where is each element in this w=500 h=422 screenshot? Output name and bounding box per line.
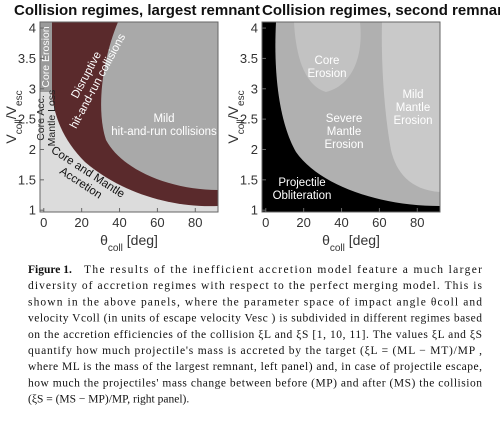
label-part: V bbox=[3, 134, 19, 144]
x-tick-label: 80 bbox=[188, 215, 202, 230]
x-tick-label: 40 bbox=[112, 215, 126, 230]
label-part: [deg] bbox=[123, 232, 158, 248]
x-axis-label: θcoll [deg] bbox=[100, 232, 158, 254]
region-label: Mild hit-and-run collisions bbox=[111, 113, 217, 138]
y-tick-label: 1.5 bbox=[18, 172, 36, 187]
label-line: Mantle bbox=[396, 102, 431, 114]
x-tick-label: 60 bbox=[372, 215, 386, 230]
label-part: coll bbox=[236, 119, 247, 134]
y-tick-label: 1 bbox=[251, 203, 258, 218]
caption-line: shown in the above panels, where the par… bbox=[28, 296, 482, 308]
y-tick-label: 1 bbox=[29, 203, 36, 218]
label-part: coll bbox=[108, 243, 123, 254]
region-core-erosion bbox=[294, 22, 361, 92]
label-part: V bbox=[225, 134, 241, 144]
x-axis-label: θcoll [deg] bbox=[322, 232, 380, 254]
chart-title: Collision regimes, second remnant bbox=[262, 2, 500, 19]
label-part: esc bbox=[236, 90, 247, 106]
right-regions bbox=[262, 22, 440, 212]
label-line: Mild bbox=[153, 113, 174, 125]
x-tick-label: 80 bbox=[410, 215, 424, 230]
region-label: Core Acc.Mantle Loss bbox=[35, 90, 58, 147]
label-line: Erosion bbox=[325, 139, 364, 151]
region-labels: Core Erosion Core Acc.Mantle Loss Disrup… bbox=[35, 26, 433, 202]
label-line: Severe bbox=[326, 113, 362, 125]
label-line: Erosion bbox=[308, 68, 347, 80]
label-line: hit-and-run collisions bbox=[111, 126, 217, 138]
region-mild-mantle bbox=[381, 22, 440, 192]
caption-label: Figure 1. bbox=[28, 264, 72, 276]
caption-line: on the accretion efficiencies of the col… bbox=[28, 329, 482, 341]
x-tick-label: 20 bbox=[296, 215, 310, 230]
y-tick-label: 3.5 bbox=[240, 51, 258, 66]
y-tick-label: 3 bbox=[251, 81, 258, 96]
caption-line: The results of the inefficient accretion… bbox=[84, 264, 482, 276]
caption-line: quantify how much projectile's mass is a… bbox=[28, 345, 482, 357]
region-label: Severe Mantle Erosion bbox=[325, 113, 364, 151]
x-tick-label: 0 bbox=[40, 215, 47, 230]
x-tick-label: 0 bbox=[262, 215, 269, 230]
y-tick-label: 2.5 bbox=[240, 112, 258, 127]
label-part: [deg] bbox=[345, 232, 380, 248]
caption-line: how much the projectiles' mass change be… bbox=[28, 377, 482, 389]
label-part: /V bbox=[225, 105, 241, 119]
caption-line: where ML is the mass of the largest remn… bbox=[28, 361, 482, 373]
region-core-erosion bbox=[40, 22, 52, 92]
plot-frame bbox=[39, 21, 219, 213]
y-tick-label: 3.5 bbox=[18, 51, 36, 66]
label-line: Erosion bbox=[394, 115, 433, 127]
label-line: Obliteration bbox=[273, 190, 332, 202]
label-line: Core Acc. bbox=[35, 95, 47, 141]
label-part: coll bbox=[14, 119, 25, 134]
plot-frame bbox=[261, 21, 441, 213]
left-regions bbox=[40, 22, 218, 212]
y-tick-label: 2 bbox=[29, 142, 36, 157]
region-mild bbox=[101, 22, 218, 190]
caption-line: diversity of accretion regimes with resp… bbox=[28, 280, 483, 292]
label-part: θ bbox=[100, 232, 108, 248]
region-label: Mild Mantle Erosion bbox=[394, 89, 433, 127]
x-tick-label: 20 bbox=[74, 215, 88, 230]
x-tick-label: 60 bbox=[150, 215, 164, 230]
label-part: θ bbox=[322, 232, 330, 248]
label-line: Mantle Loss bbox=[46, 90, 58, 147]
y-axis-label: Vcoll/Vesc bbox=[225, 90, 247, 143]
y-tick-label: 4 bbox=[251, 21, 258, 36]
label-line: Projectile bbox=[278, 177, 325, 189]
y-tick-label: 2 bbox=[251, 142, 258, 157]
chart-title: Collision regimes, largest remnant bbox=[14, 2, 260, 19]
y-tick-label: 1.5 bbox=[240, 172, 258, 187]
label-line: Mantle bbox=[327, 126, 362, 138]
region-label: Core Erosion bbox=[40, 26, 52, 87]
caption-line: (ξS = (MS − MP)/MP, right panel). bbox=[28, 394, 189, 406]
y-tick-label: 3 bbox=[29, 81, 36, 96]
label-line: Core Erosion bbox=[40, 26, 52, 87]
y-tick-label: 2.5 bbox=[18, 112, 36, 127]
x-tick-label: 40 bbox=[334, 215, 348, 230]
label-line: Mild bbox=[402, 89, 423, 101]
y-tick-label: 4 bbox=[29, 21, 36, 36]
region-label: Core Erosion bbox=[308, 55, 347, 80]
label-part: esc bbox=[14, 90, 25, 106]
y-axis-label: Vcoll/Vesc bbox=[3, 90, 25, 143]
region-label: Projectile Obliteration bbox=[273, 177, 332, 202]
caption-line: velocity Vcoll (in units of escape veloc… bbox=[28, 313, 482, 325]
label-part: coll bbox=[330, 243, 345, 254]
label-line: Core bbox=[315, 55, 340, 67]
label-part: /V bbox=[3, 105, 19, 119]
